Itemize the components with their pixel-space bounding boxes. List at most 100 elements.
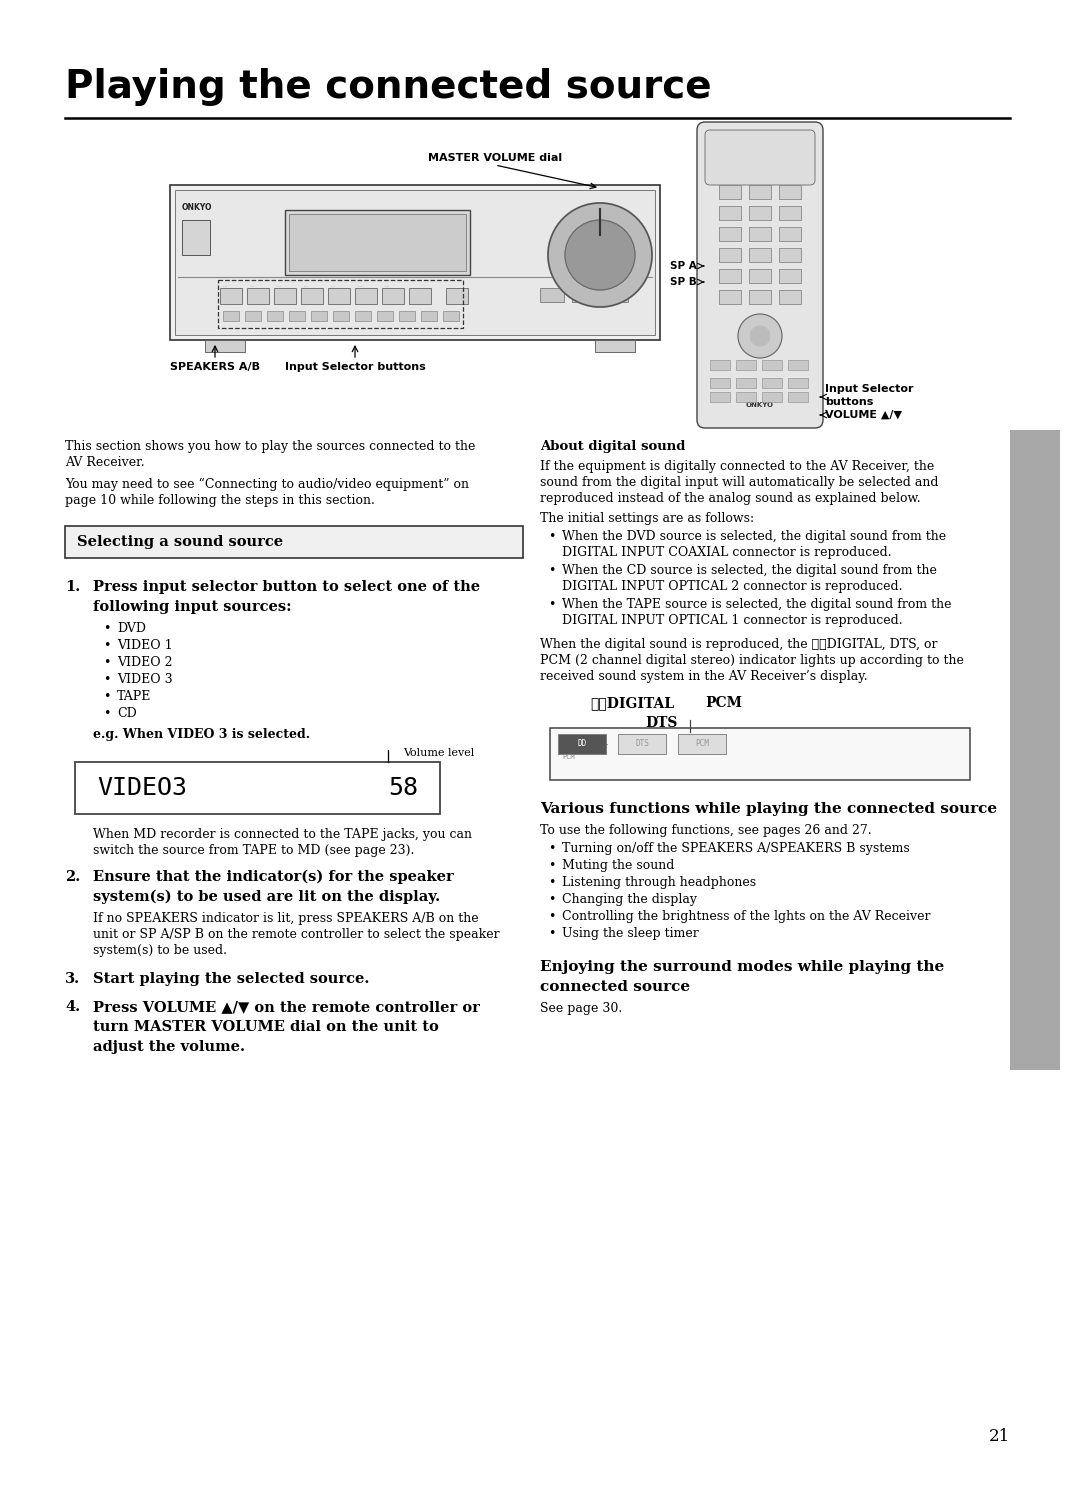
Text: DTS: DTS <box>635 740 649 748</box>
Text: •: • <box>548 892 555 906</box>
Bar <box>558 734 606 754</box>
Bar <box>719 269 741 284</box>
Text: VOLUME ▲/▼: VOLUME ▲/▼ <box>825 410 902 420</box>
Text: 2.: 2. <box>65 870 80 884</box>
Text: adjust the volume.: adjust the volume. <box>93 1040 245 1054</box>
Text: reproduced instead of the analog sound as explained below.: reproduced instead of the analog sound a… <box>540 492 920 505</box>
Circle shape <box>738 313 782 358</box>
Bar <box>750 269 771 284</box>
Text: When MD recorder is connected to the TAPE jacks, you can: When MD recorder is connected to the TAP… <box>93 829 472 841</box>
Text: DIGITAL INPUT OPTICAL 2 connector is reproduced.: DIGITAL INPUT OPTICAL 2 connector is rep… <box>562 581 903 593</box>
Text: SPEAKERS A/B: SPEAKERS A/B <box>170 362 260 373</box>
Text: About digital sound: About digital sound <box>540 440 686 453</box>
Bar <box>779 206 801 220</box>
Text: When the DVD source is selected, the digital sound from the: When the DVD source is selected, the dig… <box>562 530 946 544</box>
Text: ....: .... <box>384 284 390 288</box>
Text: See page 30.: See page 30. <box>540 1002 622 1016</box>
Text: When the CD source is selected, the digital sound from the: When the CD source is selected, the digi… <box>562 564 936 578</box>
Text: •: • <box>548 598 555 610</box>
Circle shape <box>565 220 635 290</box>
Text: •: • <box>548 858 555 872</box>
Text: buttons: buttons <box>825 396 874 407</box>
Bar <box>328 288 350 304</box>
Bar <box>678 734 726 754</box>
Text: If no SPEAKERS indicator is lit, press SPEAKERS A/B on the: If no SPEAKERS indicator is lit, press S… <box>93 912 478 925</box>
Bar <box>762 379 782 388</box>
Text: DD DIGITAL: DD DIGITAL <box>562 738 608 747</box>
Bar <box>750 206 771 220</box>
Bar <box>719 206 741 220</box>
Text: Turning on/off the SPEAKERS A/SPEAKERS B systems: Turning on/off the SPEAKERS A/SPEAKERS B… <box>562 842 909 855</box>
Text: •: • <box>103 707 110 720</box>
Text: 4.: 4. <box>65 999 80 1014</box>
Text: sound from the digital input will automatically be selected and: sound from the digital input will automa… <box>540 477 939 489</box>
Bar <box>355 288 377 304</box>
Text: PCM: PCM <box>562 754 575 760</box>
Text: Selecting a sound source: Selecting a sound source <box>77 535 283 549</box>
Text: switch the source from TAPE to MD (see page 23).: switch the source from TAPE to MD (see p… <box>93 843 415 857</box>
Bar <box>222 310 239 321</box>
Text: PCM (2 channel digital stereo) indicator lights up according to the: PCM (2 channel digital stereo) indicator… <box>540 653 963 667</box>
Bar <box>289 310 305 321</box>
Bar <box>750 248 771 261</box>
Circle shape <box>548 203 652 307</box>
Text: DIGITAL INPUT COAXIAL connector is reproduced.: DIGITAL INPUT COAXIAL connector is repro… <box>562 546 892 558</box>
Text: 58: 58 <box>388 777 418 800</box>
Bar <box>289 214 465 270</box>
Text: 1.: 1. <box>65 581 80 594</box>
Text: •: • <box>548 564 555 578</box>
Bar <box>710 392 730 402</box>
Bar <box>1010 431 1059 1071</box>
Text: ....: .... <box>357 284 363 288</box>
Text: VIDEO3: VIDEO3 <box>97 777 187 800</box>
Bar <box>750 186 771 199</box>
Bar <box>65 526 523 558</box>
Text: ....: .... <box>222 284 228 288</box>
Text: PCM: PCM <box>705 696 742 710</box>
Bar <box>75 762 440 814</box>
Text: VIDEO 1: VIDEO 1 <box>117 639 173 652</box>
Bar <box>399 310 415 321</box>
Text: e.g. When VIDEO 3 is selected.: e.g. When VIDEO 3 is selected. <box>93 728 310 741</box>
Text: VIDEO 3: VIDEO 3 <box>117 673 173 686</box>
Bar <box>710 379 730 388</box>
Text: VIDEO 2: VIDEO 2 <box>117 656 173 670</box>
Bar <box>183 220 210 255</box>
Bar <box>170 186 660 340</box>
Bar <box>443 310 459 321</box>
Text: •: • <box>103 673 110 686</box>
Bar <box>205 340 245 352</box>
Bar <box>618 734 666 754</box>
Text: This section shows you how to play the sources connected to the: This section shows you how to play the s… <box>65 440 475 453</box>
Text: CD: CD <box>117 707 137 720</box>
Bar <box>218 281 463 328</box>
Text: •: • <box>548 927 555 940</box>
Text: ....: .... <box>276 284 282 288</box>
Text: Muting the sound: Muting the sound <box>562 858 674 872</box>
Text: 21: 21 <box>989 1429 1010 1445</box>
Bar <box>572 288 596 301</box>
Bar <box>540 288 564 301</box>
Bar <box>604 288 627 301</box>
Text: Start playing the selected source.: Start playing the selected source. <box>93 973 369 986</box>
Bar <box>550 728 970 780</box>
Text: Enjoying the surround modes while playing the: Enjoying the surround modes while playin… <box>540 959 944 974</box>
Circle shape <box>750 327 770 346</box>
Text: ONKYO: ONKYO <box>746 402 774 408</box>
Bar <box>750 290 771 304</box>
Bar <box>333 310 349 321</box>
Text: page 10 while following the steps in this section.: page 10 while following the steps in thi… <box>65 495 375 506</box>
Text: TAPE: TAPE <box>117 691 151 702</box>
Text: DD: DD <box>578 740 586 748</box>
Text: received sound system in the AV Receiver’s display.: received sound system in the AV Receiver… <box>540 670 867 683</box>
Bar <box>719 227 741 241</box>
Text: turn MASTER VOLUME dial on the unit to: turn MASTER VOLUME dial on the unit to <box>93 1020 438 1034</box>
Text: ....: .... <box>249 284 255 288</box>
Bar <box>274 288 296 304</box>
FancyBboxPatch shape <box>697 122 823 428</box>
Bar <box>779 186 801 199</box>
Text: •: • <box>103 622 110 636</box>
Text: 3.: 3. <box>65 973 80 986</box>
Text: following input sources:: following input sources: <box>93 600 292 613</box>
Text: MASTER VOLUME dial: MASTER VOLUME dial <box>428 153 562 163</box>
